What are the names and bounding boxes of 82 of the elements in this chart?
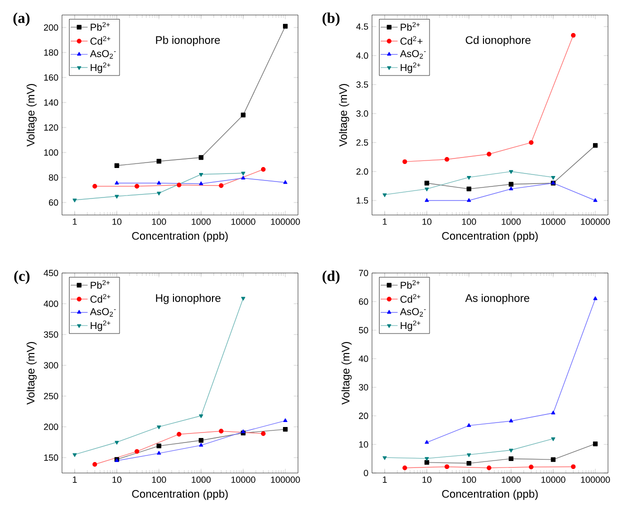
chart-title: (b) [322,12,340,26]
x-tick-label: 10000 [231,218,256,225]
legend-label: Cd$^{2+}$ [90,294,110,303]
x-tick-label: 1000 [192,476,211,483]
annotation: As ionophore [465,294,530,304]
y-tick-label: 4.5 [356,23,368,30]
y-tick-label: 150 [44,454,58,461]
x-axis-title: Concentration (ppb) [442,232,538,242]
y-tick-label: 1.5 [356,197,368,204]
y-tick-label: 80 [48,174,58,181]
chart-title: (a) [13,12,30,26]
x-tick-label: 1000 [192,218,211,225]
x-tick-label: 100000 [271,218,300,225]
y-tick-label: 4.0 [356,52,368,59]
y-tick-label: 3.0 [356,110,368,117]
legend-label: Cd$^{2}$+ [400,36,422,45]
x-tick-label: 1 [72,218,77,225]
x-tick-label: 100 [152,476,166,483]
x-tick-label: 10 [112,218,122,225]
legend-label: Pb$^{2+}$ [400,280,420,289]
y-axis-title: Voltage (mV) [341,342,352,405]
x-tick-label: 10 [112,476,122,483]
y-axis-title: Voltage (mV) [26,342,37,405]
legend-label: Pb$^{2+}$ [90,22,110,31]
x-axis-title: Concentration (ppb) [442,490,538,500]
x-axis-title: Concentration (ppb) [132,232,228,242]
x-tick-label: 10000 [541,476,566,483]
legend-label: Cd$^{2+}$ [400,294,420,303]
annotation: Cd ionophore [466,36,530,46]
x-tick-label: 10000 [231,476,256,483]
legend-label: Hg$^{2+}$ [400,320,420,332]
y-axis-title: Voltage (mV) [26,84,37,147]
y-tick-label: 30 [358,384,368,390]
legend-label: Hg$^{2+}$ [90,320,110,332]
legend-label: Hg$^{2+}$ [90,62,110,74]
y-tick-label: 60 [358,298,368,305]
x-tick-label: 1000 [502,218,521,225]
x-tick-label: 1 [72,476,77,483]
legend-label: Pb$^{2+}$ [90,280,110,289]
legend-label: Hg$^{2+}$ [400,62,420,74]
y-tick-label: 160 [44,74,58,81]
y-tick-label: 200 [44,24,58,31]
x-tick-label: 100 [462,476,476,483]
y-tick-label: 100 [44,149,58,156]
x-tick-label: 100000 [581,476,610,483]
annotation: Hg ionophore [156,294,220,304]
y-tick-label: 50 [358,326,368,334]
y-tick-label: 0 [364,470,368,476]
y-tick-label: 300 [44,362,58,368]
annotation: Pb ionophore [156,36,220,46]
x-axis-title: Concentration (ppb) [132,490,228,500]
y-axis-title: Voltage (mV) [338,84,350,147]
y-tick-label: 2.5 [356,139,368,146]
y-tick-label: 10 [359,441,368,448]
y-tick-label: 3.5 [356,81,368,88]
y-tick-label: 40 [358,356,368,362]
y-tick-label: 20 [358,412,368,420]
y-tick-label: 350 [44,331,58,338]
y-tick-label: 250 [44,392,58,400]
x-tick-label: 1 [382,218,387,225]
x-tick-label: 10 [422,476,432,483]
y-tick-label: 2.0 [356,168,368,175]
y-tick-label: 60 [48,199,58,206]
chart-title: (c) [14,270,30,284]
y-tick-label: 180 [44,49,58,56]
legend-label: Cd$^{2+}$ [90,36,110,45]
y-tick-label: 400 [44,300,58,307]
y-tick-label: 70 [358,270,368,276]
y-tick-label: 120 [44,124,58,131]
y-tick-label: 200 [44,424,58,430]
legend-label: Pb$^{2+}$ [400,22,420,31]
x-tick-label: 1000 [502,476,521,483]
x-tick-label: 100 [462,218,476,225]
chart-title: (d) [322,270,340,284]
x-tick-label: 1 [382,476,387,483]
x-tick-label: 10000 [541,218,566,225]
y-tick-label: 140 [44,99,58,106]
x-tick-label: 100000 [581,218,610,225]
x-tick-label: 10 [422,218,432,225]
x-tick-label: 100 [152,218,166,225]
x-tick-label: 100000 [271,476,300,483]
y-tick-label: 450 [44,270,58,276]
